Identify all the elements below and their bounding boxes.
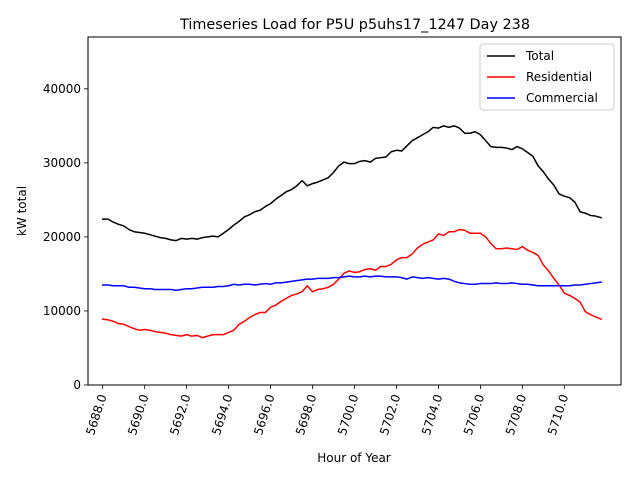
legend-label-residential: Residential <box>526 70 592 84</box>
legend-label-commercial: Commercial <box>526 91 598 105</box>
y-axis-title: kW total <box>15 186 29 236</box>
series-line-commercial <box>101 275 602 291</box>
legend-box <box>479 43 615 111</box>
x-axis-title: Hour of Year <box>317 451 391 465</box>
y-tick-label: 30000 <box>43 156 81 170</box>
chart-title: Timeseries Load for P5U p5uhs17_1247 Day… <box>179 17 530 33</box>
series-line-residential <box>101 228 603 339</box>
y-tick-label: 40000 <box>43 82 81 96</box>
y-tick-label: 0 <box>73 378 81 392</box>
legend-label-total: Total <box>525 49 554 63</box>
legend: Total Residential Commercial <box>479 43 615 111</box>
series-layer <box>101 125 603 339</box>
y-axis: 0 10000 20000 30000 40000 <box>43 82 88 392</box>
series-line-total <box>101 125 602 242</box>
y-tick-label: 20000 <box>43 230 81 244</box>
y-tick-label: 10000 <box>43 304 81 318</box>
